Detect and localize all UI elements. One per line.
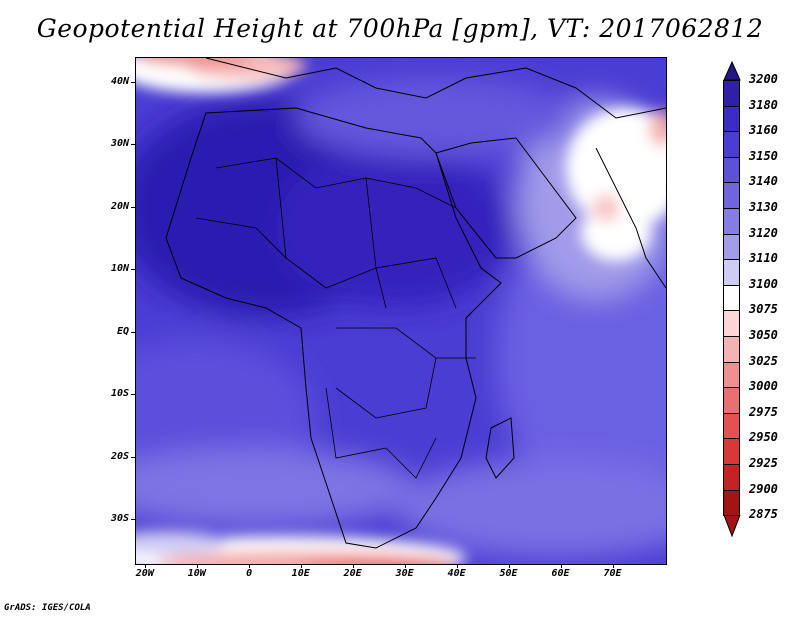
colorbar-label: 3050 xyxy=(749,328,778,342)
colorbar-label: 3075 xyxy=(749,302,778,317)
lon-tick xyxy=(457,564,459,568)
lat-tick xyxy=(131,519,135,521)
colorbar-top-arrow xyxy=(723,61,741,81)
lat-tick xyxy=(131,206,135,208)
lon-tick xyxy=(509,564,511,568)
colorbar-swatch xyxy=(723,284,740,312)
country-borders xyxy=(195,157,476,479)
colorbar-label: 2875 xyxy=(749,507,778,522)
colorbar-swatch xyxy=(723,489,740,517)
colorbar-swatch xyxy=(723,182,740,209)
lat-label: 20N xyxy=(110,200,129,212)
lat-tick xyxy=(131,394,135,396)
footer-credit: GrADS: IGES/COLA xyxy=(4,603,91,613)
lon-tick xyxy=(353,564,355,568)
colorbar-swatch xyxy=(723,131,740,158)
lat-tick xyxy=(131,456,135,458)
lat-label: 30S xyxy=(110,513,129,525)
colorbar-swatch xyxy=(723,464,740,491)
lon-label: 10E xyxy=(291,568,310,579)
colorbar-label: 3025 xyxy=(749,353,778,368)
colorbar-swatch xyxy=(723,438,740,465)
lon-tick xyxy=(561,564,563,568)
colorbar-label: 3160 xyxy=(749,123,778,138)
lon-label: 70E xyxy=(603,568,622,579)
colorbar-swatch xyxy=(723,80,740,107)
lon-tick xyxy=(405,564,407,568)
lat-tick xyxy=(131,144,135,146)
colorbar-label: 2950 xyxy=(749,430,778,445)
map-title: Geopotential Height at 700hPa [gpm], VT:… xyxy=(36,14,764,43)
colorbar-swatch xyxy=(723,387,740,414)
lat-tick xyxy=(131,331,135,333)
colorbar-swatch xyxy=(723,412,740,440)
colorbar-label: 3110 xyxy=(749,251,778,266)
arabia-coastline xyxy=(435,137,577,259)
lon-tick xyxy=(613,564,615,568)
colorbar-swatch xyxy=(723,310,740,337)
colorbar-swatch xyxy=(723,259,740,286)
lon-tick xyxy=(197,564,199,568)
lon-tick xyxy=(145,564,147,568)
lat-label: EQ xyxy=(116,325,129,337)
lon-label: 10W xyxy=(187,568,206,579)
lon-label: 20W xyxy=(135,568,154,579)
lat-tick xyxy=(131,269,135,271)
colorbar-label: 3130 xyxy=(749,200,778,214)
lat-label: 30N xyxy=(110,138,129,150)
lat-label: 20S xyxy=(110,450,129,462)
lon-tick xyxy=(301,564,303,568)
lon-label: 20E xyxy=(343,568,362,579)
map-panel xyxy=(135,57,667,565)
lon-label: 0 xyxy=(246,568,253,579)
colorbar-label: 3140 xyxy=(749,174,778,189)
colorbar-label: 2900 xyxy=(749,481,778,496)
colorbar-label: 3200 xyxy=(749,72,778,86)
lon-tick xyxy=(249,564,251,568)
lon-label: 40E xyxy=(447,568,466,579)
colorbar-swatch xyxy=(723,105,740,133)
africa-coastline xyxy=(165,107,502,549)
colorbar-swatch xyxy=(723,156,740,184)
madagascar-coastline xyxy=(485,417,515,479)
colorbar-swatch xyxy=(723,233,740,261)
lon-label: 60E xyxy=(551,568,570,579)
colorbar-swatch xyxy=(723,208,740,235)
india-coastline xyxy=(595,147,666,289)
colorbar-swatch xyxy=(723,361,740,389)
height-field xyxy=(136,58,666,564)
lon-label: 30E xyxy=(395,568,414,579)
lon-label: 50E xyxy=(499,568,518,579)
colorbar-label: 3000 xyxy=(749,379,778,394)
lat-label: 10S xyxy=(110,388,129,400)
colorbar-label: 2925 xyxy=(749,456,778,470)
colorbar-swatch xyxy=(723,336,740,363)
colorbar-label: 3180 xyxy=(749,97,778,112)
colorbar-label: 3100 xyxy=(749,276,778,291)
lat-label: 10N xyxy=(110,263,129,275)
lat-tick xyxy=(131,81,135,83)
eurasia-coastline xyxy=(205,58,666,119)
colorbar-label: 3150 xyxy=(749,148,778,163)
colorbar-bottom-arrow xyxy=(723,515,741,538)
colorbar-label: 3120 xyxy=(749,225,778,240)
lat-label: 40N xyxy=(110,75,129,87)
colorbar-label: 2975 xyxy=(749,404,778,419)
